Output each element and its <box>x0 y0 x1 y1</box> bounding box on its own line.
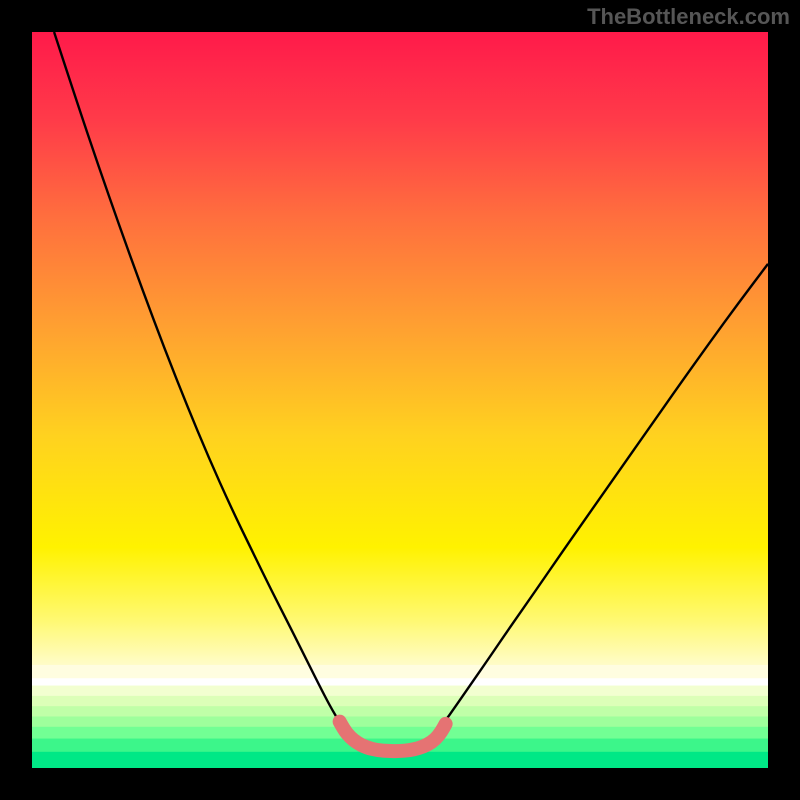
gradient-background <box>32 32 768 768</box>
gradient-band <box>32 686 768 697</box>
watermark-text: TheBottleneck.com <box>587 4 790 30</box>
gradient-band <box>32 696 768 707</box>
gradient-band <box>32 665 768 679</box>
plot-area <box>32 32 768 768</box>
gradient-band <box>32 727 768 739</box>
gradient-band <box>32 706 768 717</box>
chart-svg <box>32 32 768 768</box>
gradient-band <box>32 716 768 727</box>
figure-root: TheBottleneck.com <box>0 0 800 800</box>
gradient-band <box>32 678 768 686</box>
